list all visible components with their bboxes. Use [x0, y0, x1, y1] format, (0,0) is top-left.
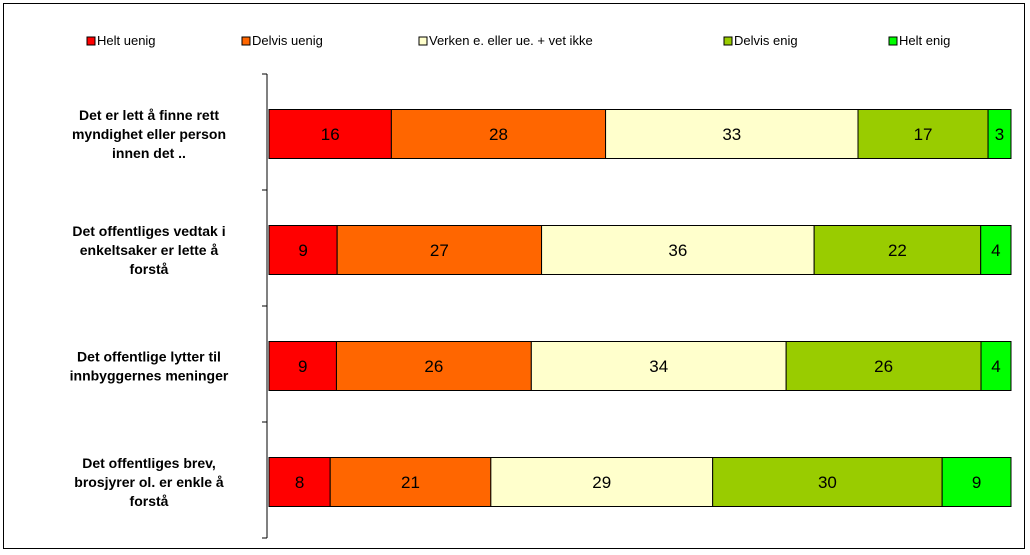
- data-label: 29: [592, 473, 611, 492]
- bar-segment-verken-e-eller-ue-vet-ikke: [541, 225, 815, 275]
- data-label: 4: [991, 241, 1000, 260]
- data-label: 17: [914, 125, 933, 144]
- data-label: 16: [321, 125, 340, 144]
- bar-segment-delvis-uenig: [329, 457, 492, 507]
- data-label: 34: [649, 357, 668, 376]
- category-label-line: Det er lett å finne rett: [79, 107, 219, 123]
- bar-segment-delvis-enig: [857, 109, 989, 159]
- legend-item-delvis-enig: Delvis enig: [723, 33, 798, 48]
- category-label-line: Det offentliges vedtak i: [72, 223, 225, 239]
- bar-segment-delvis-uenig: [336, 225, 543, 275]
- category-label: Det offentliges brev, brosjyrer ol. er en…: [74, 455, 224, 509]
- legend-label: Helt uenig: [97, 33, 156, 48]
- data-label: 9: [298, 357, 307, 376]
- legend-label: Verken e. eller ue. + vet ikke: [429, 33, 593, 48]
- category-label: Det offentliges vedtak i enkeltsaker er l…: [72, 223, 225, 277]
- legend-swatch: [723, 36, 733, 46]
- y-axis-ticks: [262, 73, 267, 539]
- data-label: 22: [888, 241, 907, 260]
- category-label-line: innen det ..: [112, 145, 186, 161]
- category-label-line: innbyggernes meninger: [70, 368, 229, 384]
- legend-swatch: [241, 36, 251, 46]
- data-label: 36: [668, 241, 687, 260]
- bar-segment-delvis-enig: [712, 457, 943, 507]
- bar-segment-helt-enig: [941, 457, 1012, 507]
- legend-label: Helt enig: [899, 33, 950, 48]
- data-label: 27: [430, 241, 449, 260]
- data-label: 9: [298, 241, 307, 260]
- bars: 16 28 33 17 3 9 27 36 22 4 9 26 34 26 4 8 21 29 30 9: [268, 109, 1012, 507]
- data-label: 26: [874, 357, 893, 376]
- data-label: 8: [295, 473, 304, 492]
- data-label: 21: [401, 473, 420, 492]
- bar-segment-delvis-enig: [785, 341, 982, 391]
- category-label-line: Det offentlige lytter til: [77, 349, 221, 365]
- legend-item-verken-e-eller-ue-vet-ikke: Verken e. eller ue. + vet ikke: [418, 33, 593, 48]
- bar-segment-helt-enig: [987, 109, 1012, 159]
- bar-segment-delvis-uenig: [335, 341, 532, 391]
- category-label-line: forstå: [130, 261, 169, 277]
- category-labels: Det er lett å finne rett myndighet eller …: [70, 107, 229, 509]
- bar-segment-delvis-enig: [813, 225, 982, 275]
- data-label: 28: [489, 125, 508, 144]
- bar-segment-helt-uenig: [268, 341, 337, 391]
- data-label: 9: [972, 473, 981, 492]
- data-label: 33: [722, 125, 741, 144]
- bar-segment-helt-uenig: [268, 109, 392, 159]
- legend-swatch: [418, 36, 428, 46]
- legend-swatch: [888, 36, 898, 46]
- data-label: 4: [991, 357, 1000, 376]
- category-label-line: myndighet eller person: [72, 126, 226, 142]
- legend-label: Delvis enig: [734, 33, 798, 48]
- category-label: Det offentlige lytter til innbyggernes me…: [70, 349, 229, 384]
- bar-segment-helt-enig: [980, 341, 1012, 391]
- bar-segment-helt-enig: [980, 225, 1012, 275]
- data-label: 3: [995, 125, 1004, 144]
- legend-swatch: [86, 36, 96, 46]
- data-label: 26: [424, 357, 443, 376]
- stacked-bar-chart: Helt uenig Delvis uenig Verken e. eller ue…: [70, 33, 1012, 539]
- category-label-line: forstå: [130, 493, 169, 509]
- category-label-line: Det offentliges brev,: [82, 455, 216, 471]
- legend-item-helt-enig: Helt enig: [888, 33, 950, 48]
- bar-segment-helt-uenig: [268, 225, 338, 275]
- bar-segment-verken-e-eller-ue-vet-ikke: [490, 457, 714, 507]
- category-label-line: enkeltsaker er lette å: [80, 242, 219, 258]
- legend-item-delvis-uenig: Delvis uenig: [241, 33, 323, 48]
- data-label: 30: [818, 473, 837, 492]
- category-label: Det er lett å finne rett myndighet eller …: [72, 107, 226, 161]
- legend-label: Delvis uenig: [252, 33, 323, 48]
- category-label-line: brosjyrer ol. er enkle å: [74, 474, 224, 490]
- bar-segment-helt-uenig: [268, 457, 331, 507]
- legend: Helt uenig Delvis uenig Verken e. eller ue…: [86, 33, 950, 48]
- legend-item-helt-uenig: Helt uenig: [86, 33, 156, 48]
- chart-frame: Helt uenig Delvis uenig Verken e. eller ue…: [3, 3, 1025, 549]
